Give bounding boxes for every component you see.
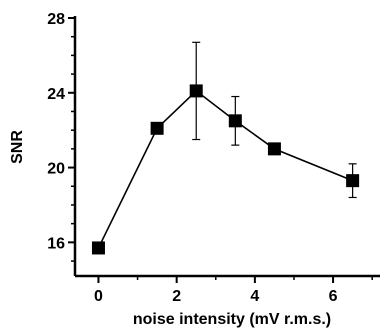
plot-area	[91, 41, 360, 255]
data-point	[189, 84, 203, 98]
series-line	[97, 89, 353, 249]
data-point	[228, 114, 242, 128]
y-axis-label: SNR	[9, 130, 26, 164]
data-point	[150, 121, 164, 135]
x-axis-label: noise intensity (mV r.m.s.)	[133, 311, 331, 328]
y-tick-label: 20	[47, 161, 65, 178]
y-tick-label: 24	[47, 86, 65, 103]
x-tick-label: 6	[329, 288, 338, 305]
data-point	[346, 174, 360, 188]
data-point	[91, 241, 105, 255]
axes	[73, 16, 380, 278]
x-tick-label: 2	[172, 288, 181, 305]
y-tick-label: 16	[47, 235, 65, 252]
y-tick-label: 28	[47, 11, 65, 28]
x-tick-label: 4	[250, 288, 259, 305]
x-tick-label: 0	[94, 288, 103, 305]
data-point	[267, 142, 281, 156]
